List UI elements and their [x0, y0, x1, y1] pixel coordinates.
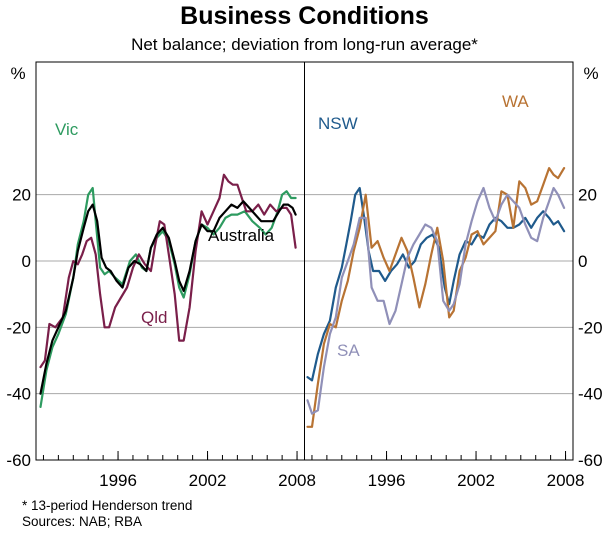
x-tick-label-1-1996: 1996 — [368, 471, 406, 490]
y-tick-right-0: 0 — [578, 252, 587, 271]
y-tick-left--60: -60 — [6, 451, 31, 470]
y-tick-left-0: 0 — [22, 252, 31, 271]
series-lines — [39, 167, 566, 428]
chart-subtitle: Net balance; deviation from long-run ave… — [131, 35, 478, 54]
x-tick-label-0-2002: 2002 — [189, 471, 227, 490]
y-tick-right--40: -40 — [578, 385, 603, 404]
y-tick-right--20: -20 — [578, 318, 603, 337]
series-line-vic — [39, 186, 297, 408]
series-line-australia — [39, 200, 297, 395]
axis-ticks: -60 -60 -40 -40 -20 -20 0 0 20 20 1996 2002 2008 1996… — [6, 186, 602, 490]
y-unit-right: % — [583, 64, 598, 83]
y-tick-right-20: 20 — [578, 186, 597, 205]
series-line-sa — [306, 186, 566, 415]
label-vic: Vic — [55, 120, 79, 139]
label-nsw: NSW — [318, 114, 358, 133]
y-tick-left--20: -20 — [6, 318, 31, 337]
series-line-wa — [306, 167, 566, 428]
y-unit-left: % — [10, 64, 25, 83]
x-tick-label-0-2008: 2008 — [278, 471, 316, 490]
chart-title: Business Conditions — [180, 2, 429, 30]
label-wa: WA — [502, 92, 529, 111]
series-line-qld — [39, 173, 297, 369]
footnote-note: * 13-period Henderson trend — [22, 498, 193, 513]
label-sa: SA — [337, 341, 360, 360]
x-tick-label-1-2002: 2002 — [457, 471, 495, 490]
footnote-sources: Sources: NAB; RBA — [22, 514, 143, 529]
x-tick-label-0-1996: 1996 — [99, 471, 137, 490]
label-qld: Qld — [141, 308, 167, 327]
label-australia: Australia — [208, 226, 275, 245]
x-tick-label-1-2008: 2008 — [547, 471, 585, 490]
series-line-nsw — [306, 186, 566, 382]
y-tick-right--60: -60 — [578, 451, 603, 470]
y-tick-left-20: 20 — [12, 186, 31, 205]
y-tick-left--40: -40 — [6, 385, 31, 404]
